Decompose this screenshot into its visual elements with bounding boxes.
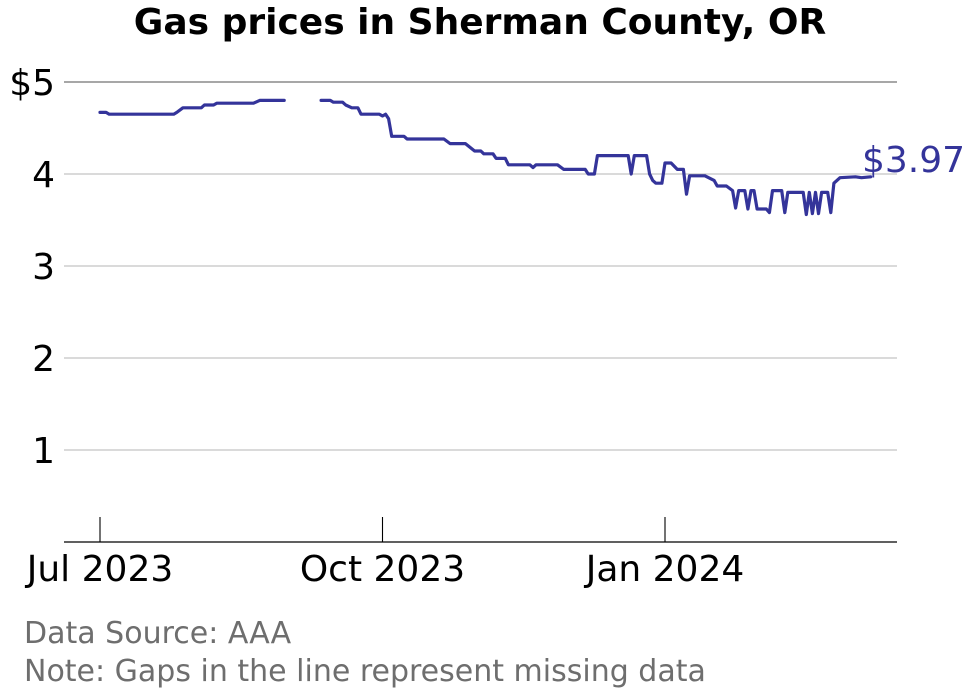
y-tick-label: 2 — [32, 339, 55, 380]
last-price-label: $3.97 — [862, 140, 965, 181]
x-tick-label: Oct 2023 — [300, 549, 465, 590]
y-tick-label: $5 — [9, 63, 55, 104]
x-tick-label: Jul 2023 — [25, 549, 174, 590]
price-line-segment-1 — [98, 98, 286, 116]
x-axis: Jul 2023 Oct 2023 Jan 2024 — [25, 517, 897, 590]
y-axis-labels: 1 2 3 4 $5 — [9, 63, 55, 472]
chart-title: Gas prices in Sherman County, OR — [133, 2, 827, 43]
line-chart: Jul 2023 Oct 2023 Jan 2024 1 2 3 4 $5 $3.97 — [9, 63, 965, 590]
gridlines — [64, 81, 897, 451]
data-source-note: Data Source: AAA — [24, 616, 292, 651]
y-tick-label: 4 — [32, 155, 55, 196]
y-tick-label: 3 — [32, 247, 55, 288]
price-line-segment-2 — [319, 98, 873, 217]
price-line-series — [98, 98, 873, 217]
y-tick-label: 1 — [32, 431, 55, 472]
x-tick-label: Jan 2024 — [584, 549, 745, 590]
missing-data-note: Note: Gaps in the line represent missing… — [24, 654, 706, 689]
